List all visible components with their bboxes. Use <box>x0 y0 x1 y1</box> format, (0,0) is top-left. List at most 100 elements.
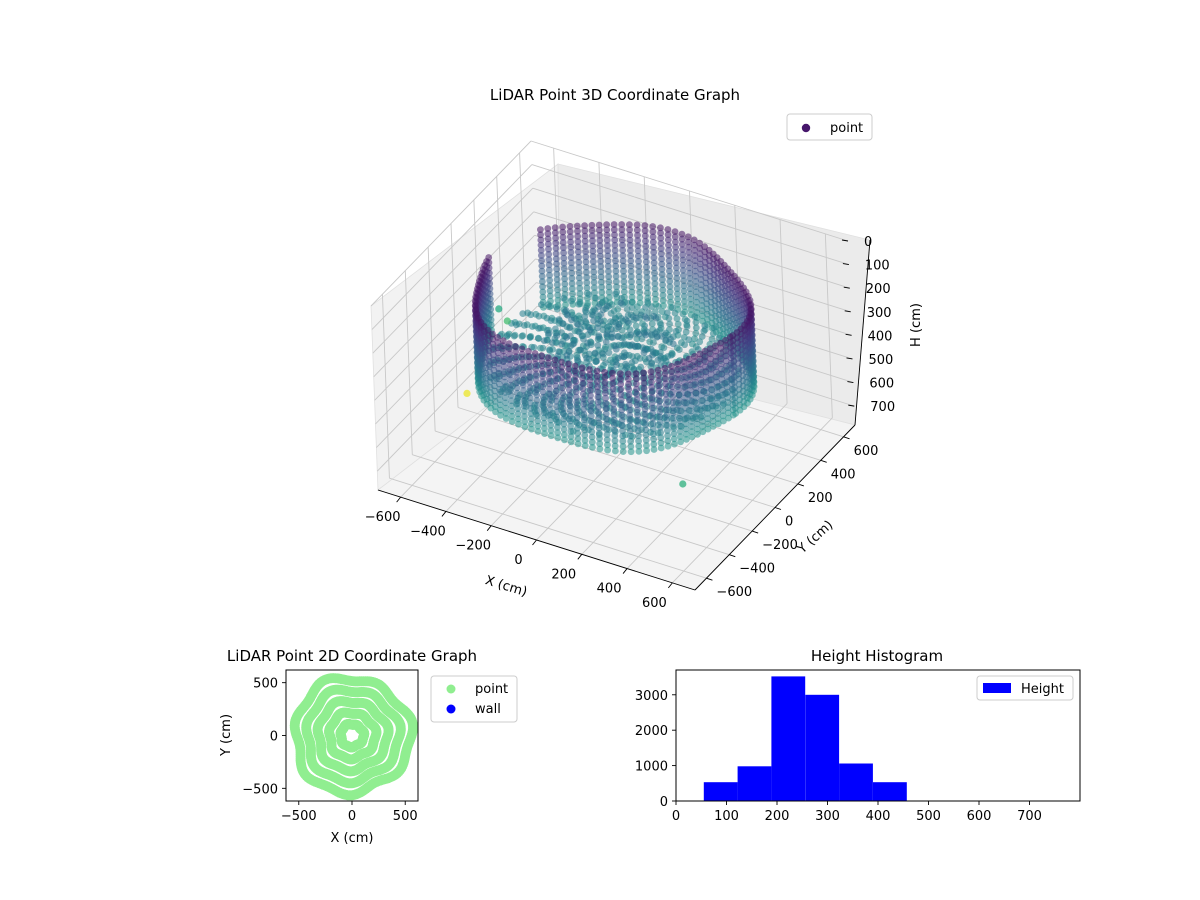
point-3d <box>583 268 590 276</box>
point-3d <box>500 352 508 360</box>
point-3d <box>692 272 699 280</box>
point-3d <box>672 238 679 246</box>
point-3d <box>508 412 516 420</box>
point-3d <box>702 379 710 386</box>
point-3d <box>675 381 682 389</box>
point-3d <box>634 242 642 250</box>
point-3d <box>649 409 656 417</box>
point-3d <box>617 385 625 393</box>
point-3d <box>595 414 603 422</box>
point-3d <box>633 385 640 393</box>
point-3d <box>564 311 572 319</box>
point-3d <box>627 262 635 270</box>
point-3d <box>718 386 726 394</box>
z-tick-label: 400 <box>868 329 893 344</box>
point-3d <box>668 373 676 380</box>
point-3d <box>709 402 716 410</box>
point-3d <box>572 378 580 385</box>
point-3d <box>634 247 642 255</box>
point-3d <box>636 294 644 301</box>
point-3d <box>691 368 699 376</box>
point-3d <box>508 418 516 425</box>
point-3d <box>686 280 694 287</box>
point-3d <box>540 404 548 411</box>
point-3d <box>566 396 574 404</box>
point-3d <box>700 327 708 335</box>
point-3d <box>657 229 664 237</box>
point-3d <box>691 363 699 371</box>
point-3d <box>651 280 659 287</box>
point-3d <box>569 290 576 298</box>
point-3d <box>658 271 666 278</box>
point-3d <box>580 411 588 418</box>
point-3d <box>626 401 633 409</box>
point-3d <box>567 417 574 425</box>
z-tick <box>845 333 852 336</box>
point-3d <box>596 226 603 234</box>
point-3d <box>554 296 562 304</box>
point-3d <box>626 231 634 239</box>
point-3d <box>707 350 714 358</box>
point-3d <box>539 344 547 352</box>
point-3d <box>534 428 542 435</box>
point-3d <box>680 368 688 376</box>
point-3d <box>724 404 732 412</box>
grid-line <box>370 140 532 307</box>
point-3d <box>604 446 611 454</box>
histogram-title: Height Histogram <box>811 647 943 665</box>
point-3d <box>567 433 575 440</box>
point-3d <box>618 401 625 409</box>
point-3d <box>605 283 613 291</box>
point-3d <box>724 393 732 401</box>
point-3d <box>723 362 730 370</box>
grid-line <box>376 282 537 448</box>
point-3d <box>559 384 566 392</box>
point-3d <box>649 238 657 246</box>
point-3d <box>657 321 665 328</box>
point-3d <box>561 285 569 293</box>
point-3d <box>627 448 635 456</box>
point-3d <box>712 342 719 350</box>
point-3d <box>676 422 684 430</box>
point-3d <box>697 371 704 378</box>
point-3d <box>718 370 726 378</box>
point-3d <box>654 356 662 364</box>
point-3d <box>566 412 574 420</box>
point-3d <box>717 355 725 363</box>
point-3d <box>596 435 603 442</box>
point-3d <box>659 276 666 284</box>
point-3d <box>649 415 657 422</box>
point-3d <box>693 404 700 412</box>
point-3d <box>707 355 714 363</box>
point-3d <box>553 260 560 268</box>
point-3d <box>699 417 706 425</box>
point-3d <box>554 286 561 294</box>
grid-line <box>824 233 833 418</box>
point-3d <box>532 370 540 378</box>
legend-3d-marker <box>801 123 811 133</box>
y-tick <box>752 530 759 534</box>
point-3d <box>611 252 619 260</box>
point-3d <box>654 366 662 374</box>
point-3d <box>595 409 602 416</box>
point-3d <box>551 361 559 369</box>
point-3d <box>717 344 725 352</box>
point-3d <box>628 283 636 291</box>
point-3d <box>537 241 545 249</box>
histogram-bar <box>771 676 806 801</box>
point-3d <box>613 361 621 368</box>
point-3d <box>671 440 678 448</box>
point-3d <box>552 377 560 385</box>
point-3d <box>605 273 612 280</box>
point-3d <box>595 424 603 432</box>
point-3d <box>635 432 642 440</box>
point-3d <box>644 289 651 297</box>
point-3d <box>708 381 715 389</box>
point-3d <box>506 366 514 373</box>
point-3d <box>602 359 609 366</box>
point-3d <box>611 241 619 249</box>
point-3d <box>693 420 701 428</box>
point-3d <box>520 387 527 394</box>
point-3d <box>642 242 650 250</box>
point-3d <box>552 325 559 333</box>
